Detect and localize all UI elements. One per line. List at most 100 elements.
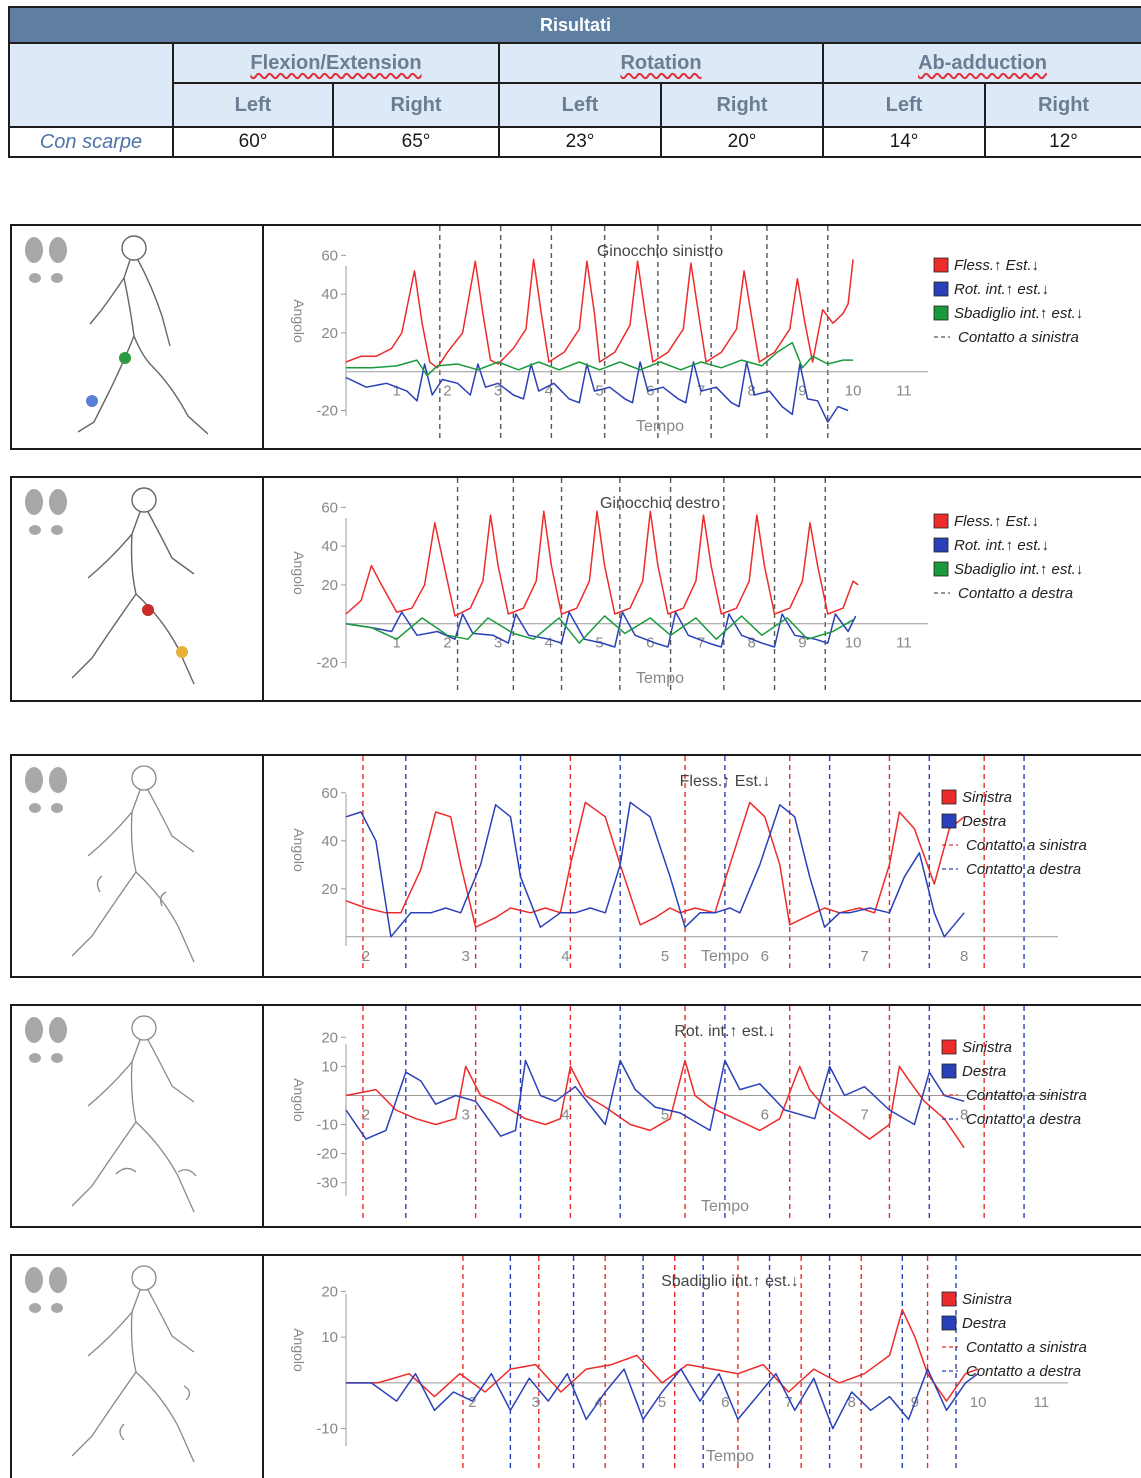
series-line — [346, 341, 854, 377]
legend-label: Rot. int.↑ est.↓ — [954, 537, 1049, 554]
x-tick-label: 8 — [848, 1394, 856, 1411]
y-tick-label: 40 — [321, 833, 338, 850]
side-header: Left — [172, 82, 334, 128]
side-header: Right — [983, 82, 1141, 128]
series-line — [345, 361, 849, 423]
y-tick-label: 10 — [321, 1329, 338, 1346]
x-tick-label: 4 — [545, 383, 553, 400]
x-tick-label: 7 — [697, 635, 705, 652]
x-tick-label: 6 — [761, 948, 769, 965]
walking-figure-illustration — [25, 765, 195, 963]
walking-person-icon — [77, 235, 209, 435]
walking-person-icon — [71, 487, 195, 685]
legend-label: Destra — [962, 1315, 1006, 1332]
x-tick-label: 7 — [784, 1394, 792, 1411]
walking-figure-cell — [12, 1256, 264, 1478]
chart-panel-adduction: 20 10 -10 2 3 4 5 6 7 8 9 10 11 Angolo Tempo Sbadiglio … — [10, 1254, 1141, 1478]
y-axis-label: Angolo — [291, 1078, 307, 1122]
walking-person-icon — [71, 1015, 197, 1213]
side-header: Right — [332, 82, 500, 128]
x-tick-label: 7 — [860, 948, 868, 965]
y-tick-label: -20 — [316, 402, 338, 419]
legend-label: Contatto a sinistra — [958, 329, 1079, 346]
legend-label: Sinistra — [962, 1291, 1012, 1308]
legend-swatch — [933, 537, 949, 553]
rotation-chart: 20 10 -10 -20 -30 2 3 4 5 6 7 8 Angolo Tempo Rot. int.… — [291, 1006, 1087, 1220]
footprints-icon — [25, 1267, 67, 1313]
x-tick-label: 5 — [661, 1106, 669, 1123]
x-tick-label: 6 — [761, 1106, 769, 1123]
table-row: Con scarpe 60° 65° 23° 20° 14° 12° — [8, 126, 1141, 158]
walking-figure-illustration — [25, 1015, 197, 1213]
footprints-icon — [25, 489, 67, 535]
legend-swatch — [933, 305, 949, 321]
legend-label: Contatto a destra — [966, 1363, 1081, 1380]
x-tick-label: 11 — [896, 383, 912, 400]
ankle-marker-icon — [86, 395, 98, 407]
y-tick-label: -10 — [316, 1117, 338, 1134]
legend-swatch — [941, 813, 957, 829]
x-tick-label: 5 — [661, 948, 669, 965]
series-line — [346, 1308, 979, 1402]
x-tick-label: 8 — [960, 1106, 968, 1123]
legend-swatch — [933, 281, 949, 297]
table-cell: 65° — [332, 126, 500, 158]
legend-label: Sinistra — [962, 1039, 1012, 1056]
ankle-marker-icon — [176, 646, 188, 658]
x-tick-label: 5 — [658, 1394, 666, 1411]
table-cell: 60° — [172, 126, 334, 158]
x-tick-label: 4 — [561, 1106, 569, 1123]
x-tick-label: 2 — [468, 1394, 476, 1411]
table-cell: 12° — [983, 126, 1141, 158]
legend-swatch — [933, 513, 949, 529]
y-tick-label: -10 — [316, 1421, 338, 1438]
group-header-abadduction: Ab-adduction — [821, 42, 1141, 84]
x-tick-label: 10 — [970, 1394, 987, 1411]
x-tick-label: 2 — [443, 635, 451, 652]
table-cell: 14° — [822, 126, 986, 158]
knee-marker-icon — [142, 604, 154, 616]
chart-panel-right-knee: 60 40 20 -20 1 2 3 4 5 6 7 8 9 10 11 Angolo Tempo Ginocch… — [10, 476, 1141, 702]
legend-label: Contatto a sinistra — [966, 1339, 1087, 1356]
x-tick-label: 2 — [362, 1106, 370, 1123]
walking-figure-cell — [12, 1006, 264, 1226]
y-tick-label: 20 — [321, 1283, 338, 1300]
flexion-chart: 60 40 20 2 3 4 5 6 7 8 Angolo Tempo Fless.↑ Est.↓ Sin… — [291, 756, 1087, 970]
x-tick-label: 5 — [595, 383, 603, 400]
group-label: Ab-adduction — [918, 51, 1047, 74]
legend-label: Contatto a sinistra — [966, 837, 1087, 854]
x-tick-label: 6 — [646, 635, 654, 652]
y-axis-label: Angolo — [291, 299, 307, 343]
legend-label: Fless.↑ Est.↓ — [954, 257, 1039, 274]
series-line — [346, 1368, 979, 1430]
x-tick-label: 8 — [960, 948, 968, 965]
x-axis-label: Tempo — [636, 670, 684, 687]
y-tick-label: -20 — [316, 1146, 338, 1163]
group-header-flexion: Flexion/Extension — [172, 42, 500, 84]
empty-corner — [8, 42, 174, 128]
walking-figure-cell — [12, 478, 264, 700]
table-cell: 23° — [498, 126, 662, 158]
x-tick-label: 1 — [393, 635, 401, 652]
y-tick-label: 60 — [321, 785, 338, 802]
row-label: Con scarpe — [8, 126, 174, 158]
legend-label: Rot. int.↑ est.↓ — [954, 281, 1049, 298]
walking-figure-cell — [12, 226, 264, 448]
footprints-icon — [25, 1017, 67, 1063]
x-tick-label: 3 — [494, 635, 502, 652]
series-line — [345, 1059, 965, 1149]
x-tick-label: 9 — [798, 635, 806, 652]
chart-title: Sbadiglio int.↑ est.↓ — [661, 1273, 799, 1290]
legend-swatch — [941, 1063, 957, 1079]
y-tick-label: 20 — [321, 881, 338, 898]
series-line — [345, 1059, 965, 1140]
x-tick-label: 2 — [443, 383, 451, 400]
walking-figure-illustration — [25, 487, 195, 685]
x-tick-label: 8 — [748, 635, 756, 652]
x-tick-label: 3 — [461, 1106, 469, 1123]
series-line — [345, 801, 965, 928]
legend-label: Contatto a destra — [966, 1111, 1081, 1128]
chart-title: Rot. int.↑ est.↓ — [674, 1023, 775, 1040]
x-tick-label: 6 — [721, 1394, 729, 1411]
